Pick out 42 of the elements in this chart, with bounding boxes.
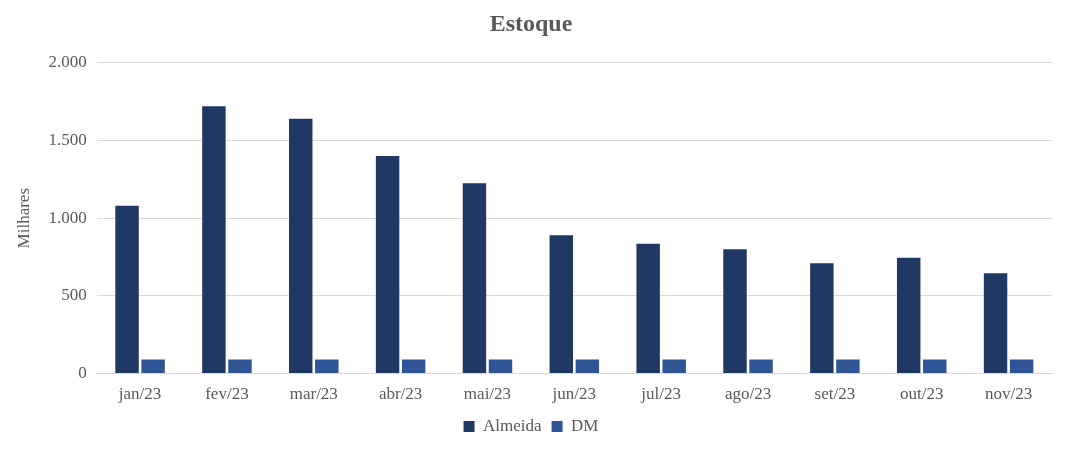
x-tick-label: jul/23 [640, 384, 682, 404]
x-tick-label: set/23 [814, 384, 856, 404]
bar [723, 249, 747, 374]
x-tick-label: mai/23 [463, 384, 512, 404]
x-tick-label: jan/23 [117, 384, 162, 404]
bar [401, 359, 426, 374]
bar [896, 257, 921, 374]
bar [462, 183, 487, 374]
bar [549, 235, 574, 374]
bar [488, 359, 513, 374]
x-tick-label: jun/23 [551, 384, 597, 404]
bar [202, 106, 226, 374]
bar [289, 118, 313, 374]
y-tick-label: 2.000 [48, 52, 87, 72]
x-tick-label: nov/23 [984, 384, 1033, 404]
bar [749, 359, 773, 374]
bar [810, 263, 834, 374]
bar [315, 359, 339, 374]
y-tick-label: 1.000 [48, 207, 87, 227]
y-tick-label: 0 [78, 363, 87, 383]
bar [228, 359, 252, 374]
bar [983, 273, 1008, 374]
chart-title: Estoque [489, 9, 573, 36]
y-tick-label: 500 [61, 285, 87, 305]
bar [141, 359, 165, 374]
x-tick-label: out/23 [900, 384, 944, 404]
x-tick-label: fev/23 [205, 384, 249, 404]
bar [662, 359, 686, 374]
y-axis-title: Milhares [13, 187, 33, 249]
bar [115, 205, 139, 374]
x-tick-label: ago/23 [724, 384, 772, 404]
bar [1009, 359, 1034, 374]
legend-label: Almeida [483, 415, 543, 435]
x-tick-label: abr/23 [378, 384, 423, 404]
bar [575, 359, 600, 374]
y-tick-label: 1.500 [48, 129, 87, 149]
bar [375, 156, 400, 374]
x-tick-label: mar/23 [289, 384, 338, 404]
bar [836, 359, 860, 374]
bar [923, 359, 947, 374]
legend-label: DM [571, 415, 599, 435]
bar [636, 243, 660, 374]
